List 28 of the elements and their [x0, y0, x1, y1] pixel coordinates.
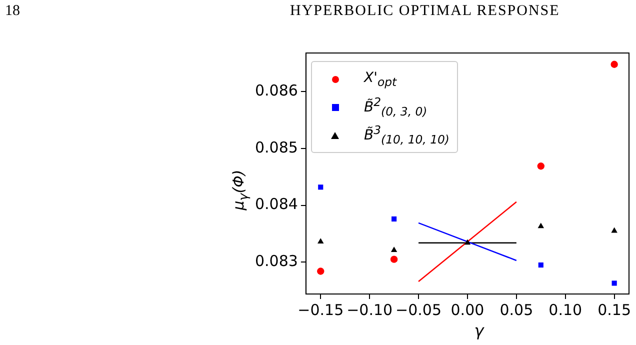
- x-tick-label: 0.15: [598, 300, 632, 319]
- point: [537, 162, 544, 170]
- x-tick-label: 0.10: [548, 300, 582, 319]
- legend-label: X'$_{opt}$: [364, 70, 397, 88]
- point: [611, 227, 618, 233]
- x-tick-label: −0.10: [346, 300, 393, 319]
- y-tick-label: 0.086: [254, 82, 298, 100]
- point: [612, 280, 617, 286]
- text: HYPERBOLIC OPTIMAL RESPONSE: [290, 3, 560, 20]
- y-tick-label: 0.083: [254, 252, 298, 270]
- x-tick-label: 0.00: [450, 300, 484, 319]
- y-tick-label: 0.085: [254, 138, 298, 156]
- text: 18: [5, 3, 20, 20]
- point: [538, 222, 544, 228]
- point: [390, 246, 398, 252]
- x-axis-title: γ: [474, 321, 484, 340]
- x-tick-label: −0.05: [396, 300, 442, 319]
- point: [318, 238, 324, 244]
- y-tick-label: 0.084: [254, 195, 298, 214]
- point: [538, 262, 544, 268]
- x-tick-label: 0.05: [500, 300, 534, 319]
- point: [390, 256, 398, 263]
- point: [318, 184, 324, 190]
- point: [464, 239, 471, 245]
- point: [392, 216, 397, 222]
- point: [610, 60, 618, 68]
- point: [317, 268, 324, 275]
- x-tick-label: −0.15: [298, 300, 344, 319]
